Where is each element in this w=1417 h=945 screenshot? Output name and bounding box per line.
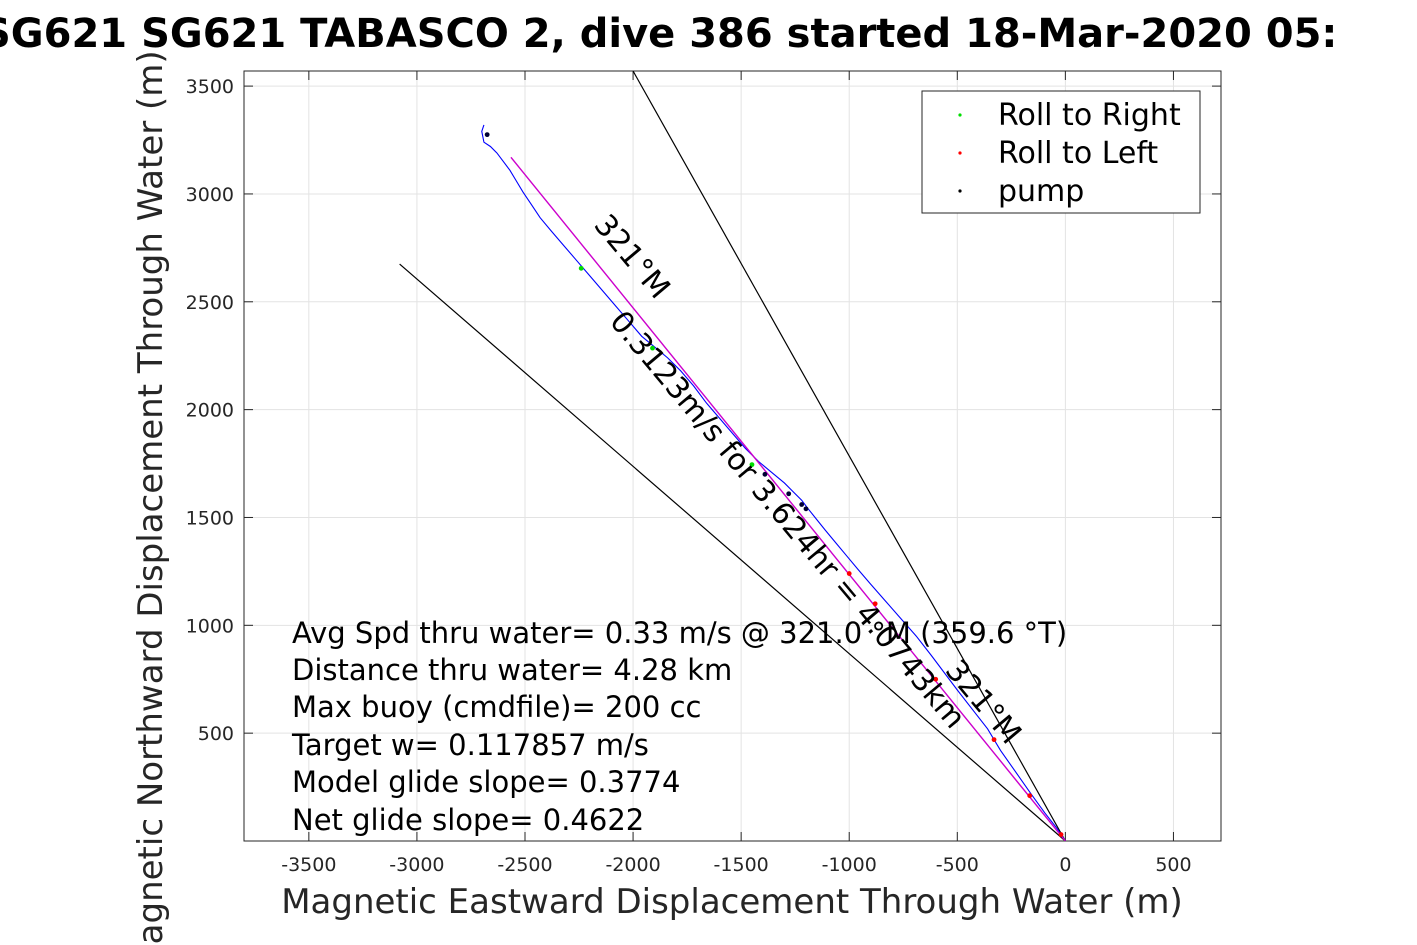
chart-title: SG621 SG621 TABASCO 2, dive 386 started …: [0, 11, 1337, 57]
legend-marker-roll-right: [958, 113, 962, 117]
plot-data: [399, 71, 1066, 841]
x-tick-label: -1000: [822, 854, 877, 876]
legend-label-pump: pump: [998, 174, 1084, 209]
reference-heading-line: [399, 263, 1066, 841]
pump-point: [803, 506, 809, 512]
pump-point: [786, 491, 792, 497]
x-tick-label: -3000: [389, 854, 444, 876]
heading-line: [510, 156, 1066, 841]
y-tick-label: 3500: [186, 76, 234, 98]
y-tick-label: 2500: [186, 292, 234, 314]
roll-left-point: [933, 676, 939, 682]
info-model-glide-slope: Model glide slope= 0.3774: [292, 765, 680, 799]
x-tick-label: 0: [1059, 854, 1071, 876]
track-line: [481, 124, 1066, 841]
roll-left-point: [846, 571, 852, 576]
x-tick-label: -2000: [605, 854, 660, 876]
x-tick-label: -500: [936, 854, 979, 876]
axis-ticks: -3500 -3000 -2500 -2000 -1500 -1000 -500 0 500 50…: [186, 71, 1221, 876]
x-axis-label: Magnetic Eastward Displacement Through W…: [281, 882, 1183, 922]
legend-marker-pump: [958, 189, 962, 193]
legend-label-roll-right: Roll to Right: [998, 98, 1181, 133]
legend: Roll to Right Roll to Left pump: [921, 90, 1201, 214]
y-tick-label: 500: [198, 723, 234, 745]
y-tick-label: 1000: [186, 615, 234, 637]
x-tick-label: -2500: [497, 854, 552, 876]
info-max-buoy: Max buoy (cmdfile)= 200 cc: [292, 690, 701, 724]
y-axis-label: Magnetic Northward Displacement Through …: [131, 50, 171, 945]
roll-right-point: [578, 265, 584, 271]
roll-left-point: [991, 737, 997, 743]
y-tick-label: 1500: [186, 507, 234, 529]
x-tick-label: 500: [1155, 854, 1191, 876]
info-distance: Distance thru water= 4.28 km: [292, 653, 732, 687]
info-net-glide-slope: Net glide slope= 0.4622: [292, 803, 644, 837]
roll-left-point: [1027, 793, 1033, 799]
info-avg-speed: Avg Spd thru water= 0.33 m/s @ 321.0 °M …: [292, 616, 1067, 650]
y-tick-label: 2000: [186, 400, 234, 422]
roll-left-point: [1058, 832, 1064, 837]
legend-label-roll-left: Roll to Left: [998, 136, 1158, 171]
info-text-block: Avg Spd thru water= 0.33 m/s @ 321.0 °M …: [291, 616, 1067, 837]
pump-point: [484, 132, 490, 138]
info-target-w: Target w= 0.117857 m/s: [291, 728, 649, 762]
heading-annotation: 321°M: [587, 208, 677, 306]
roll-right-point: [749, 462, 755, 468]
reference-heading-line: [632, 71, 1066, 841]
plot-area-frame: [243, 70, 1222, 842]
pump-point: [762, 471, 768, 477]
x-tick-label: -1500: [714, 854, 769, 876]
pump-point: [799, 502, 805, 507]
legend-marker-roll-left: [958, 151, 962, 155]
roll-left-point: [872, 601, 878, 607]
legend-box: [921, 90, 1201, 214]
roll-right-point: [650, 345, 655, 351]
y-tick-label: 3000: [186, 184, 234, 206]
x-tick-label: -3500: [281, 854, 336, 876]
